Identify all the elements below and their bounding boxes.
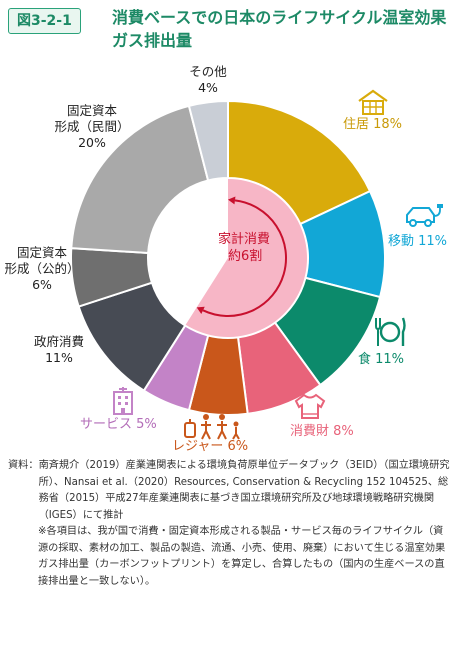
label-kouteki-line1: 固定資本 xyxy=(16,245,67,260)
figure-number-badge: 図3-2-1 xyxy=(8,8,81,34)
label-kouteki-line3: 6% xyxy=(32,277,52,292)
notes-block: 資料： 南斉規介（2019）産業連関表による環境負荷原単位データブック（3EID… xyxy=(8,458,450,590)
figure-title: 消費ベースでの日本のライフサイクル温室効果ガス排出量 xyxy=(112,8,447,50)
label-juukyo: 住居 18% xyxy=(343,117,403,132)
car-charging-icon xyxy=(406,204,443,227)
footnote-text: ※各項目は、我が国で消費・固定資本形成される製品・サービス毎のライフサイクル（資… xyxy=(38,526,446,587)
family-luggage-icon xyxy=(184,414,240,440)
household-arrow xyxy=(202,199,287,317)
building-icon xyxy=(113,387,133,415)
house-icon xyxy=(358,89,388,115)
sweater-icon xyxy=(294,393,326,419)
source-key: 資料： xyxy=(8,460,39,471)
slice-0 xyxy=(227,99,372,226)
donut-slices xyxy=(70,99,386,416)
label-shoku: 食 11% xyxy=(358,352,405,367)
label-service: サービス 5% xyxy=(80,417,157,432)
label-seifu-line1: 政府消費 xyxy=(33,334,84,349)
label-sonota-line1: その他 xyxy=(189,64,227,79)
household-inner-segment xyxy=(185,179,307,337)
label-shouhizai: 消費財 8% xyxy=(290,424,354,439)
label-minkan-line1: 固定資本 xyxy=(66,103,117,118)
center-label-line2: 約6割 xyxy=(228,249,263,264)
label-kouteki-line2: 形成（公的） xyxy=(4,261,80,276)
arrow-head-top xyxy=(227,196,236,205)
label-minkan-line3: 20% xyxy=(78,135,106,150)
label-seifu-line2: 11% xyxy=(45,350,73,365)
donut-chart xyxy=(70,99,386,416)
source-text: 南斉規介（2019）産業連関表による環境負荷原単位データブック（3EID）（国立… xyxy=(38,460,450,521)
source-line: 資料： 南斉規介（2019）産業連関表による環境負荷原単位データブック（3EID… xyxy=(8,458,450,524)
slice-8 xyxy=(70,104,210,255)
label-leisure: レジャー 6% xyxy=(172,439,249,454)
center-label-line1: 家計消費 xyxy=(218,232,271,247)
fork-plate-knife-icon xyxy=(375,317,406,346)
label-sonota-line2: 4% xyxy=(198,80,218,95)
arrow-head-bottom xyxy=(196,306,205,314)
label-minkan-line2: 形成（民間） xyxy=(54,119,130,134)
label-idou: 移動 11% xyxy=(388,234,448,249)
slice-9 xyxy=(187,99,229,182)
